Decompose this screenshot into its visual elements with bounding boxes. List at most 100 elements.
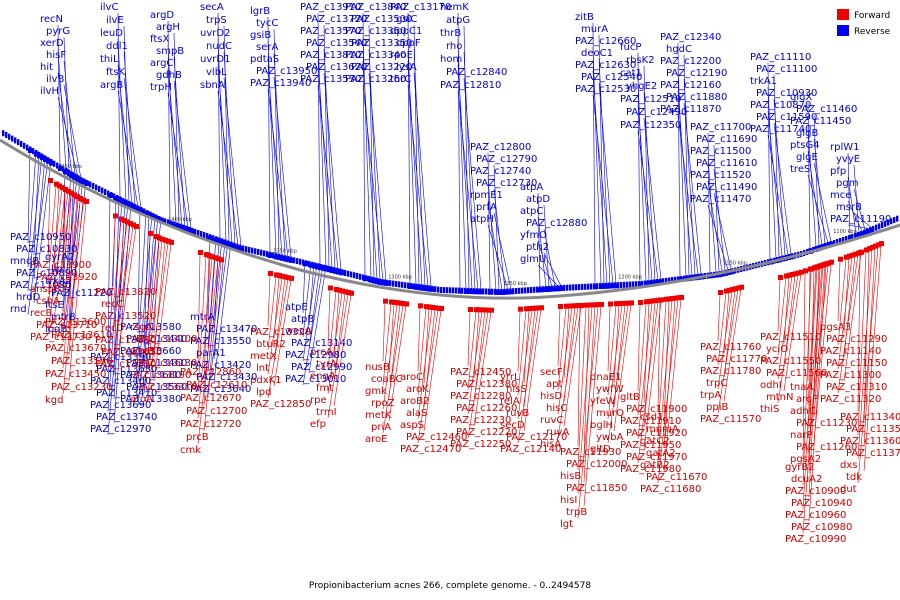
- reverse-feature: [857, 232, 860, 238]
- leader-line: [837, 260, 841, 322]
- reverse-feature: [203, 232, 206, 239]
- gene-mark-ywba: [629, 300, 634, 306]
- leader-line: [327, 293, 349, 419]
- reverse-feature: [584, 283, 587, 290]
- leader-line: [57, 96, 79, 177]
- gene-label-paz-c11510: PAZ_c11510: [760, 332, 821, 343]
- leader-line: [167, 92, 189, 228]
- leader-line: [637, 130, 659, 280]
- gene-label-ilvh: ilvH: [40, 86, 59, 97]
- gene-mark-paz-c11150: [853, 251, 858, 257]
- genome-backbone-arc: [0, 138, 900, 300]
- gene-label-hisc: hisC: [546, 403, 567, 414]
- reverse-feature: [485, 288, 488, 295]
- gene-label-dut: dut: [840, 484, 857, 495]
- reverse-feature: [407, 282, 410, 289]
- leader-line: [327, 292, 343, 395]
- leader-line: [57, 48, 67, 170]
- gene-mark-mtnn: [799, 269, 804, 275]
- reverse-feature: [200, 231, 203, 237]
- gene-mark-apt: [567, 303, 572, 309]
- leader-line: [657, 301, 661, 412]
- gene-label-metk: metK: [365, 410, 392, 421]
- leader-line: [417, 308, 433, 420]
- gene-label-ywfw: ywfW: [596, 384, 624, 395]
- reverse-feature: [845, 236, 848, 242]
- reverse-feature: [191, 227, 194, 234]
- leader-line: [267, 274, 271, 327]
- gene-mark-hemk: [458, 288, 463, 294]
- leader-line: [607, 304, 623, 420]
- reverse-feature: [311, 261, 314, 268]
- gene-mark-hisb: [584, 302, 589, 308]
- gene-label-paz-c11760: PAZ_c11760: [700, 342, 761, 353]
- gene-mark-rplw1: [848, 235, 853, 241]
- gene-label-paz-c11520: PAZ_c11520: [690, 170, 751, 181]
- gene-mark-metx: [274, 272, 279, 278]
- gene-mark-arok: [427, 304, 432, 310]
- gene-mark-sbna: [236, 245, 241, 251]
- leader-line: [813, 114, 820, 246]
- gene-label-arok: aroK: [406, 384, 429, 395]
- gene-label-ilve: ilvE: [106, 15, 124, 26]
- gene-label-gatc2: gatC2: [640, 436, 670, 447]
- gene-label-paz-c12970: PAZ_c12970: [90, 424, 151, 435]
- gene-mark-paz-c12730: [503, 289, 508, 295]
- reverse-feature: [281, 254, 284, 261]
- leader-line: [713, 192, 732, 270]
- leader-line: [362, 60, 378, 280]
- leader-line: [517, 309, 539, 444]
- gene-mark-lnt: [283, 274, 288, 280]
- leader-line: [57, 72, 73, 174]
- gene-label-weca: wecA: [285, 326, 312, 337]
- gene-label-ftse: ftsE: [45, 300, 64, 311]
- reverse-feature: [569, 284, 572, 291]
- leader-line: [807, 102, 811, 249]
- gene-label-paz-c12860: PAZ_c12860: [180, 367, 241, 378]
- gene-label-ppib: ppiB: [706, 402, 728, 413]
- leader-line: [68, 199, 81, 356]
- gene-label-paz-c11110: PAZ_c11110: [750, 52, 811, 63]
- gene-mark-gltb: [638, 300, 643, 305]
- leader-line: [118, 227, 137, 347]
- gene-mark-gyrb2: [803, 268, 808, 274]
- leader-line: [137, 207, 141, 334]
- reverse-feature: [299, 258, 302, 265]
- reverse-feature: [884, 220, 887, 227]
- leader-line: [203, 259, 216, 406]
- gene-mark-paz-c12380: [477, 307, 482, 313]
- leader-line: [643, 302, 650, 404]
- gene-label-apt: apt: [546, 379, 562, 390]
- gene-mark-aroa: [166, 238, 171, 244]
- reverse-feature: [116, 195, 119, 201]
- gene-mark-paz-c13920: [57, 183, 62, 189]
- leader-line: [407, 60, 423, 286]
- leader-line: [607, 305, 617, 396]
- gene-mark-thrb: [464, 288, 469, 294]
- leader-line: [382, 305, 404, 434]
- gene-mark-trmi: [349, 290, 354, 296]
- gene-label-paz-c13710: PAZ_c13710: [36, 320, 97, 331]
- leader-line: [33, 153, 40, 256]
- gene-mark-recb: [60, 185, 65, 191]
- gene-label-tdk: tdk: [846, 472, 862, 483]
- gene-label-trph: trpH: [150, 82, 172, 93]
- reverse-feature: [347, 270, 350, 277]
- gene-label-paz-c13670: PAZ_c13670: [45, 343, 106, 354]
- reverse-feature: [125, 199, 128, 206]
- reverse-feature: [596, 283, 599, 290]
- gene-mark-hisi: [590, 302, 595, 308]
- gene-label-paz-c13940: PAZ_c13940: [250, 78, 311, 89]
- gene-label-paz-c12790: PAZ_c12790: [476, 154, 537, 165]
- gene-mark-paz-c11680: [676, 295, 681, 301]
- reverse-feature: [521, 287, 524, 294]
- gene-label-paz-c12850: PAZ_c12850: [250, 399, 311, 410]
- reverse-feature: [26, 144, 29, 151]
- reverse-feature: [578, 284, 581, 291]
- reverse-feature: [167, 219, 170, 226]
- reverse-feature: [503, 288, 506, 295]
- reverse-feature: [431, 285, 434, 292]
- gene-mark-prfa: [509, 289, 514, 295]
- reverse-feature: [110, 192, 113, 198]
- reverse-feature: [287, 255, 290, 262]
